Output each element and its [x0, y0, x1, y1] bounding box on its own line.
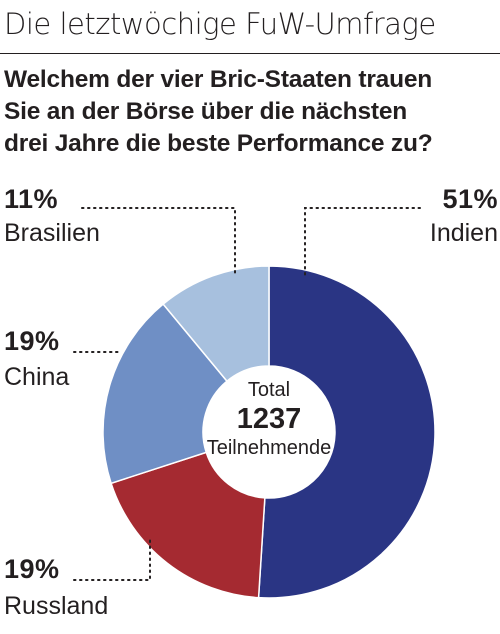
slice-indien [257, 265, 436, 599]
leader-indien [304, 207, 421, 277]
label-russland-pct: 19% [4, 554, 60, 584]
label-china-pct: 19% [4, 326, 60, 356]
label-indien-pct: 51% [442, 184, 498, 214]
label-brasilien-name: Brasilien [4, 219, 100, 247]
label-indien-name: Indien [429, 219, 498, 247]
label-brasilien-pct: 11% [4, 184, 59, 214]
label-russland-name: Russland [4, 592, 109, 620]
leader-russland [73, 537, 151, 581]
center-total-value: 1237 [236, 403, 302, 435]
header-rule [0, 53, 500, 54]
slice-brasilien [162, 265, 270, 383]
center-total-label: Total [247, 379, 291, 401]
label-china-name: China [4, 363, 70, 391]
center-total-unit: Teilnehmende [206, 437, 332, 459]
question-line-3: drei Jahre die beste Performance zu? [4, 130, 433, 157]
question-line-1: Welchem der vier Bric-Staaten trauen [4, 66, 433, 93]
question: Welchem der vier Bric-Staaten trauen Sie… [4, 64, 498, 160]
question-line-2: Sie an der Börse über die nächsten [4, 98, 408, 125]
leader-brasilien [81, 207, 236, 277]
leader-lines [73, 207, 421, 581]
donut-slices [102, 265, 436, 599]
slice-russland [110, 451, 266, 599]
header-title: Die letztwöchige FuW-Umfrage [4, 7, 436, 41]
slice-china [102, 303, 228, 485]
